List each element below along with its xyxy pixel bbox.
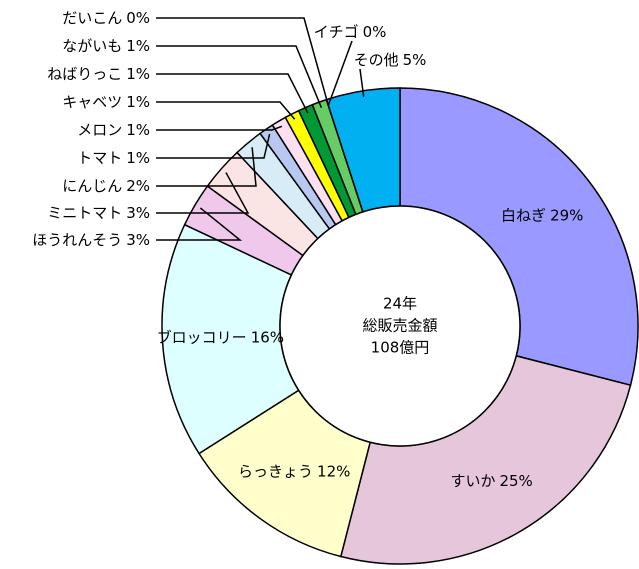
slice-label: ブロッコリー 16% xyxy=(157,328,284,346)
slice-label: メロン 1% xyxy=(77,121,150,139)
value-label: 1% xyxy=(126,93,150,111)
slice-label: すいか 25% xyxy=(450,471,532,489)
value-label: 0% xyxy=(363,23,387,41)
value-label: 5% xyxy=(403,51,427,69)
category-name: ほうれんそう xyxy=(32,231,122,249)
category-name: その他 xyxy=(354,51,399,69)
slice-label: ミニトマト 3% xyxy=(47,204,150,222)
value-label: 1% xyxy=(126,37,150,55)
leader-line xyxy=(156,207,243,241)
category-name: だいこん xyxy=(62,9,122,27)
center-text: 総販売金額 xyxy=(362,317,437,335)
category-name: 白ねぎ xyxy=(501,206,546,224)
category-name: すいか xyxy=(450,471,495,489)
value-label: 29% xyxy=(550,206,583,224)
value-label: 2% xyxy=(126,177,150,195)
slice-label: だいこん 0% xyxy=(62,9,150,27)
slice-label: 白ねぎ 29% xyxy=(501,206,583,224)
leader-line xyxy=(156,73,309,114)
center-hole xyxy=(279,205,521,447)
value-label: 0% xyxy=(126,9,150,27)
category-name: らっきょう xyxy=(238,462,313,480)
value-label: 3% xyxy=(126,231,150,249)
leader-line xyxy=(327,40,353,106)
value-label: 3% xyxy=(126,204,150,222)
category-name: ねばりっこ xyxy=(47,65,122,83)
category-name: ながいも xyxy=(62,37,122,55)
value-label: 1% xyxy=(126,121,150,139)
leader-line xyxy=(156,101,296,120)
value-label: 12% xyxy=(317,462,350,480)
slice-label: その他 5% xyxy=(354,51,427,69)
slice-label: ほうれんそう 3% xyxy=(32,231,150,249)
category-name: トマト xyxy=(77,149,122,167)
category-name: キャベツ xyxy=(62,93,122,111)
slice-label: トマト 1% xyxy=(77,149,150,167)
leader-line xyxy=(156,45,323,109)
category-name: イチゴ xyxy=(314,23,359,41)
slice-label: にんじん 2% xyxy=(62,177,150,195)
value-label: 1% xyxy=(126,149,150,167)
center-text: 24年 xyxy=(383,295,417,313)
category-name: メロン xyxy=(77,121,122,139)
center-text: 108億円 xyxy=(371,339,430,357)
leader-line xyxy=(156,125,283,131)
leader-line xyxy=(156,133,271,159)
value-label: 1% xyxy=(126,65,150,83)
slice-label: イチゴ 0% xyxy=(314,23,387,41)
leader-line xyxy=(156,147,257,187)
category-name: ブロッコリー xyxy=(157,328,247,346)
value-label: 16% xyxy=(251,328,284,346)
slice-label: キャベツ 1% xyxy=(62,93,150,111)
value-label: 25% xyxy=(499,471,532,489)
slice-label: らっきょう 12% xyxy=(238,462,350,480)
slice-label: ねばりっこ 1% xyxy=(47,65,150,83)
leader-line xyxy=(156,17,330,106)
slice-label: ながいも 1% xyxy=(62,37,150,55)
category-name: ミニトマト xyxy=(47,204,122,222)
category-name: にんじん xyxy=(62,177,122,195)
leader-line xyxy=(359,68,365,97)
